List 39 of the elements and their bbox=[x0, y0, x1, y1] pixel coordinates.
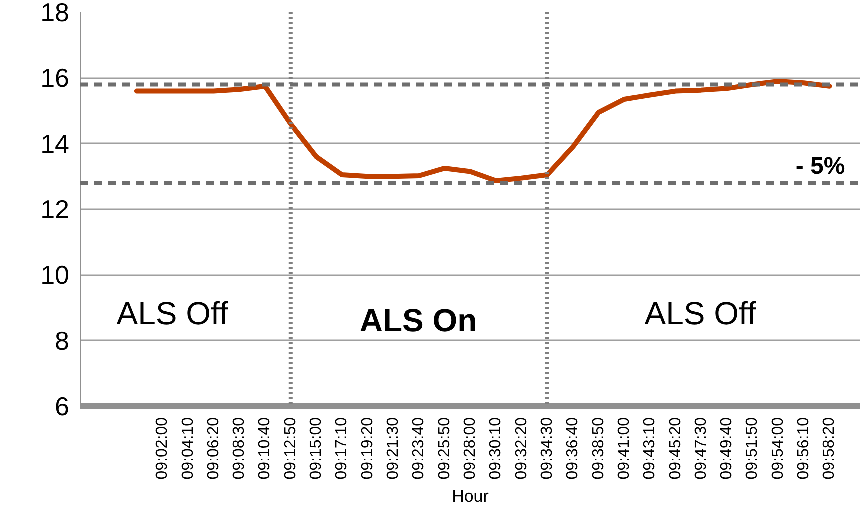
x-tick-label: 09:56:10 bbox=[796, 417, 813, 480]
x-tick-label: 09:02:00 bbox=[154, 417, 172, 480]
x-tick-label: 09:10:40 bbox=[256, 417, 274, 480]
x-tick-label: 09:47:30 bbox=[692, 417, 710, 480]
x-tick-label: 09:15:00 bbox=[308, 417, 326, 480]
annotation: - 5% bbox=[796, 153, 846, 180]
y-tick-label: 10 bbox=[40, 260, 70, 290]
x-tick-label: 09:23:40 bbox=[410, 417, 428, 480]
annotation: ALS Off bbox=[116, 296, 228, 332]
x-axis-title: Hour bbox=[452, 486, 490, 506]
x-tick-label: 09:30:10 bbox=[488, 417, 505, 480]
x-tick-label: 09:49:40 bbox=[718, 417, 736, 480]
x-tick-label: 09:51:50 bbox=[744, 417, 762, 480]
annotation: ALS Off bbox=[644, 296, 756, 332]
x-tick-label: 09:45:20 bbox=[667, 417, 684, 480]
x-tick-label: 09:36:40 bbox=[564, 417, 582, 480]
x-tick-label: 09:25:50 bbox=[436, 417, 454, 480]
x-tick-label: 09:38:50 bbox=[590, 417, 608, 480]
x-tick-label: 09:54:00 bbox=[770, 417, 787, 480]
x-tick-label: 09:28:00 bbox=[462, 417, 479, 480]
x-tick-label: 09:34:30 bbox=[538, 417, 556, 480]
x-tick-label: 09:12:50 bbox=[282, 417, 300, 480]
y-tick-label: 8 bbox=[55, 326, 70, 356]
x-tick-label: 09:32:20 bbox=[513, 417, 530, 480]
x-tick-label: 09:19:20 bbox=[359, 417, 376, 480]
x-tick-label: 09:06:20 bbox=[205, 417, 222, 480]
y-tick-label: 16 bbox=[40, 63, 70, 94]
y-tick-label: 18 bbox=[40, 0, 70, 28]
x-tick-label: 09:17:10 bbox=[334, 417, 351, 480]
x-tick-label: 09:08:30 bbox=[231, 417, 248, 480]
x-tick-label: 09:43:10 bbox=[642, 417, 659, 480]
y-tick-label: 12 bbox=[40, 194, 70, 224]
x-tick-label: 09:21:30 bbox=[385, 417, 402, 480]
annotation: ALS On bbox=[360, 302, 478, 338]
y-tick-label: 14 bbox=[40, 128, 70, 159]
x-tick-label: 09:41:00 bbox=[616, 417, 633, 480]
x-tick-label: 09:04:10 bbox=[180, 417, 197, 480]
x-tick-label: 09:58:20 bbox=[821, 417, 838, 480]
y-tick-label: 6 bbox=[55, 392, 70, 422]
